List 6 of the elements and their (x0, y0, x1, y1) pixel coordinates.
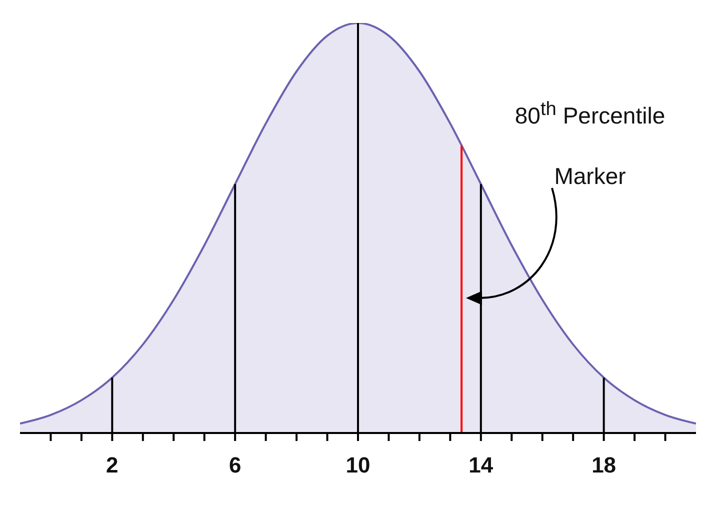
x-tick-label: 18 (592, 452, 616, 478)
x-tick-label: 10 (346, 452, 370, 478)
x-tick-label: 2 (106, 452, 118, 478)
x-tick-label: 14 (468, 452, 494, 478)
text: 80$^{th}$ Percentile Marker (514, 99, 666, 189)
x-tick-label: 6 (228, 452, 242, 478)
